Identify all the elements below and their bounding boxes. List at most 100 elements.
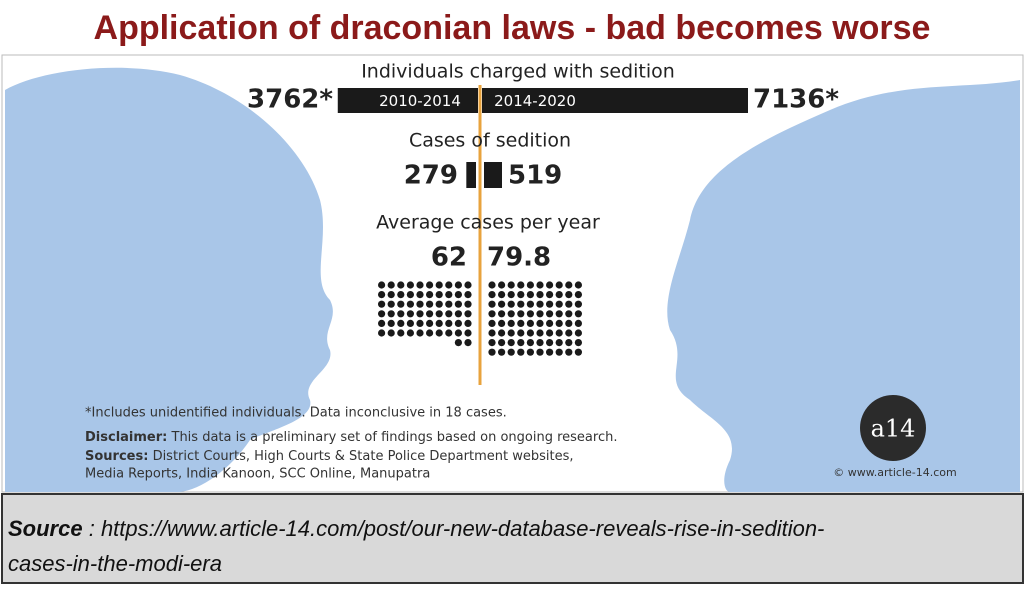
right-silhouette [667,80,1020,492]
dot [507,339,515,347]
dot [454,339,462,347]
dot [426,300,434,308]
dot [498,300,506,308]
dot [574,339,583,347]
dot [406,300,414,308]
dot [454,281,462,289]
dot [416,310,424,318]
dot [488,329,496,337]
value-label: 7136* [753,85,839,115]
dot [565,310,573,318]
logo: a14 [871,415,916,443]
dot [464,319,472,327]
dot-group [488,281,583,356]
dot [574,348,583,356]
dot [378,300,386,308]
dot [536,348,544,356]
dot [387,310,395,318]
dot [507,319,515,327]
source-line: cases-in-the-modi-era [8,551,222,576]
dot [378,291,386,299]
dot [464,281,472,289]
dot [498,339,506,347]
source-label: Source [8,516,83,541]
dot [574,310,583,318]
dot [416,291,424,299]
dot [445,291,453,299]
dot [546,348,554,356]
dot [397,310,405,318]
dot [435,300,443,308]
dot [526,291,535,299]
dot [488,319,496,327]
section-title: Individuals charged with sedition [361,61,675,83]
dot [378,281,386,289]
dot [498,319,506,327]
dot [406,310,414,318]
dot [565,339,573,347]
dot [498,348,506,356]
dot [574,319,583,327]
dot [555,291,563,299]
credit: © www.article-14.com [833,466,956,479]
dot [426,281,434,289]
dot [488,291,496,299]
dot [546,319,554,327]
dot [526,348,535,356]
dot [435,319,443,327]
value-label: 279 [404,161,458,191]
dot [517,319,525,327]
dot [488,348,496,356]
dot [454,300,462,308]
dot [498,329,506,337]
value-label: 3762* [247,85,333,115]
dot [435,310,443,318]
dot [507,348,515,356]
dot [435,329,443,337]
sources-line: District Courts, High Courts & State Pol… [153,449,574,464]
dot [546,300,554,308]
dot [565,348,573,356]
dot [526,319,535,327]
sources-line: Media Reports, India Kanoon, SCC Online,… [85,467,430,482]
dot [517,329,525,337]
dot [574,329,583,337]
dot [526,300,535,308]
dot [517,339,525,347]
dot [387,319,395,327]
dot [574,300,583,308]
dot [464,329,472,337]
source-box [1,493,1024,584]
dot [555,339,563,347]
dot [517,348,525,356]
dot [536,319,544,327]
dot [426,291,434,299]
dot [555,329,563,337]
dot [378,319,386,327]
dot [517,310,525,318]
dot [498,291,506,299]
dot [378,329,386,337]
dot [464,339,472,347]
dot [445,329,453,337]
dot [555,310,563,318]
dot [445,300,453,308]
dot [454,291,462,299]
dot [526,310,535,318]
dot [517,300,525,308]
dot [445,281,453,289]
dot [397,329,405,337]
source-line: : https://www.article-14.com/post/our-ne… [89,516,825,541]
dot [565,300,573,308]
dot [565,291,573,299]
dot [406,329,414,337]
dot [526,329,535,337]
bar-label: 2010-2014 [379,92,461,110]
dot [387,329,395,337]
sources: Sources: District Courts, High Courts & … [85,449,573,464]
disclaimer-label: Disclaimer: [85,430,167,445]
dot [536,291,544,299]
bar-label: 2014-2020 [494,92,576,110]
dot [416,329,424,337]
